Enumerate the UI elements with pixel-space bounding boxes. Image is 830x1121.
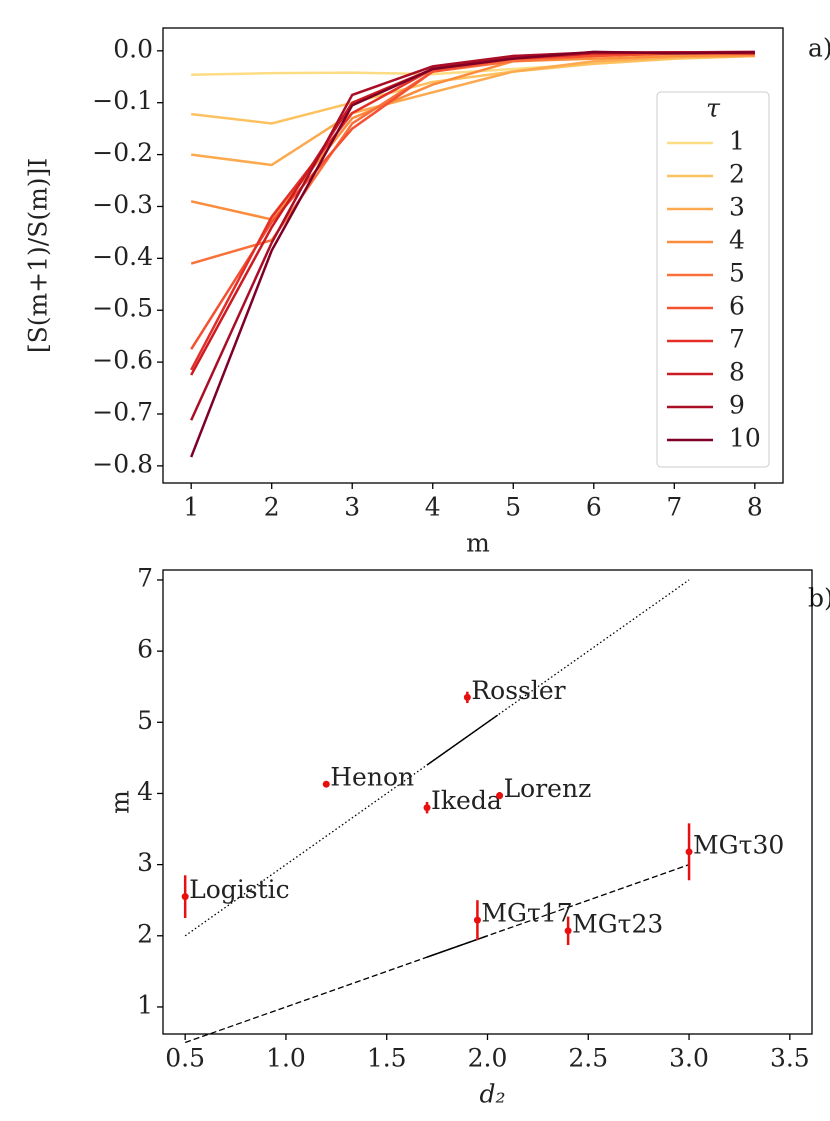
x-axis-label: m [466, 529, 490, 558]
legend-label: 4 [729, 226, 745, 255]
x-tick-label: 1.0 [266, 1044, 306, 1073]
legend-label: 7 [729, 325, 745, 354]
y-tick-label: 7 [137, 563, 153, 592]
y-tick-label: 5 [137, 706, 153, 735]
x-tick-label: 2 [264, 493, 280, 522]
x-tick-label: 0.5 [165, 1044, 205, 1073]
y-tick-label: 2 [137, 919, 153, 948]
point [423, 804, 431, 812]
x-tick-label: 7 [666, 493, 682, 522]
point [181, 893, 189, 901]
point [564, 927, 572, 935]
y-tick-label: −0.1 [92, 86, 153, 115]
legend-label: 8 [729, 358, 745, 387]
x-tick-label: 1 [183, 493, 199, 522]
x-tick-label: 4 [425, 493, 441, 522]
x-tick-label: 8 [747, 493, 763, 522]
point [685, 848, 693, 856]
x-tick-label: 3 [344, 493, 360, 522]
panel-label: b) [808, 584, 830, 613]
legend-label: 10 [729, 424, 761, 453]
point-label: Rossler [471, 676, 565, 705]
y-tick-label: −0.7 [92, 397, 153, 426]
series-line [190, 53, 755, 221]
reference-solid-segment [426, 714, 499, 766]
y-tick-label: −0.6 [92, 346, 153, 375]
plot-frame [162, 569, 813, 1035]
plot-frame [162, 27, 784, 484]
y-tick-label: −0.5 [92, 294, 153, 323]
legend-label: 9 [729, 391, 745, 420]
point-label: MGτ23 [572, 909, 663, 938]
y-tick-label: 6 [137, 635, 153, 664]
y-tick-label: 0.0 [113, 34, 153, 63]
legend-title: τ [706, 94, 721, 123]
series-line [191, 54, 755, 125]
series-line [190, 50, 755, 458]
point-label: Ikeda [431, 786, 502, 815]
point [463, 693, 471, 701]
x-tick-label: 3.5 [770, 1044, 810, 1073]
x-tick-label: 2.5 [568, 1044, 608, 1073]
x-tick-label: 5 [505, 493, 521, 522]
x-tick-label: 6 [586, 493, 602, 522]
x-tick-label: 1.5 [367, 1044, 407, 1073]
point [322, 780, 330, 788]
series-line [191, 54, 755, 167]
legend-box [656, 91, 770, 468]
y-tick-label: 1 [137, 990, 153, 1019]
point-label: MGτ30 [693, 830, 784, 859]
point [496, 792, 504, 800]
y-tick-label: 3 [137, 848, 153, 877]
point-label: Henon [330, 763, 414, 792]
point [473, 916, 481, 924]
legend-label: 1 [729, 127, 745, 156]
y-tick-label: −0.8 [92, 449, 153, 478]
y-tick-label: −0.3 [92, 190, 153, 219]
reference-line [184, 864, 690, 1044]
panel-label: a) [808, 34, 830, 63]
y-tick-label: −0.2 [92, 138, 153, 167]
y-tick-label: −0.4 [92, 242, 153, 271]
x-tick-label: 2.0 [468, 1044, 508, 1073]
y-tick-label: 4 [137, 777, 153, 806]
legend-label: 2 [729, 160, 745, 189]
y-axis-label: [S(m+1)/S(m)]I [24, 158, 53, 353]
legend-label: 3 [729, 193, 745, 222]
legend-label: 6 [729, 292, 745, 321]
legend-label: 5 [729, 259, 745, 288]
x-axis-label: d₂ [479, 1080, 505, 1109]
point-label: Lorenz [504, 774, 592, 803]
y-axis-label: m [106, 790, 135, 814]
point-label: Logistic [189, 875, 290, 904]
x-tick-label: 3.0 [669, 1044, 709, 1073]
point-label: MGτ17 [481, 899, 572, 928]
